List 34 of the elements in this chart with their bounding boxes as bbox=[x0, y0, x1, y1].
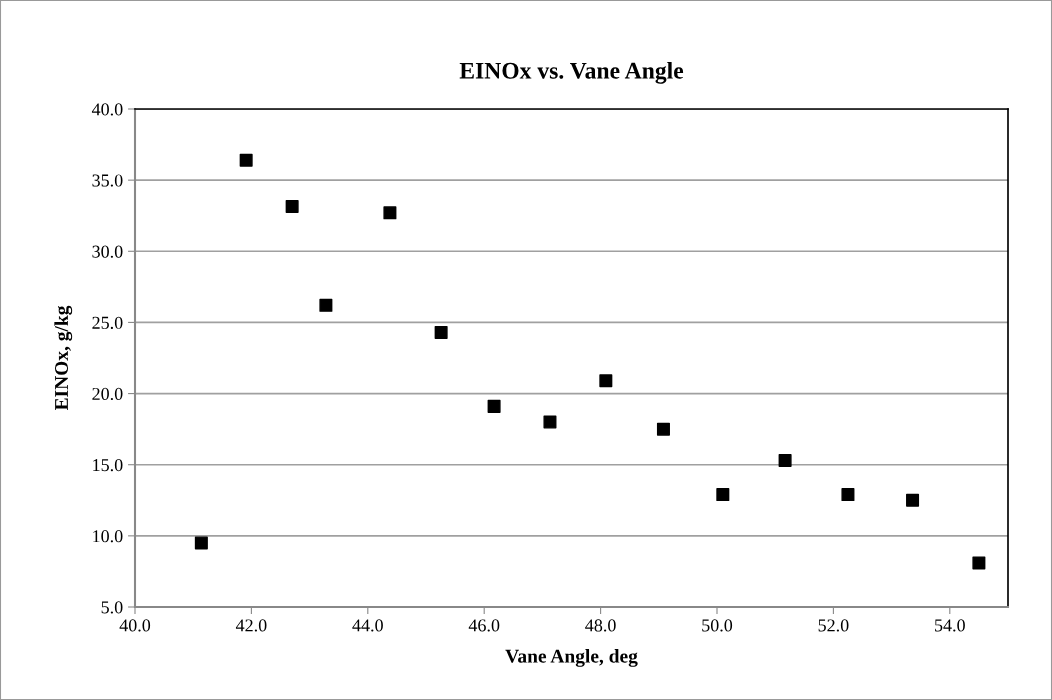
point bbox=[383, 206, 397, 220]
point bbox=[194, 536, 208, 550]
point bbox=[716, 488, 730, 502]
point bbox=[841, 488, 855, 502]
y-tick-label: 10.0 bbox=[93, 530, 123, 543]
point bbox=[778, 453, 792, 467]
x-tick-label: 46.0 bbox=[468, 619, 500, 632]
x-tick-label: 48.0 bbox=[585, 619, 616, 632]
x-tick-label: 50.0 bbox=[702, 619, 733, 632]
chart-title: EINOx vs. Vane Angle bbox=[459, 62, 684, 84]
x-tick-label: 54.0 bbox=[935, 619, 965, 632]
point bbox=[656, 422, 670, 436]
x-axis-title: Vane Angle, deg bbox=[505, 649, 638, 667]
y-tick-label: 25.0 bbox=[92, 316, 123, 329]
point bbox=[972, 556, 986, 570]
y-tick-label: 30.0 bbox=[92, 245, 123, 258]
point bbox=[285, 199, 299, 213]
x-tick-label: 52.0 bbox=[818, 619, 849, 632]
point bbox=[487, 399, 501, 413]
y-tick-label: 20.0 bbox=[92, 387, 123, 401]
point bbox=[239, 153, 253, 167]
y-tick-label: 35.0 bbox=[92, 174, 123, 187]
y-tick-label: 15.0 bbox=[93, 458, 123, 472]
y-tick-label: 40.0 bbox=[91, 103, 123, 116]
point bbox=[906, 493, 920, 507]
point bbox=[599, 374, 613, 388]
y-tick-label: 5.0 bbox=[101, 601, 123, 614]
point bbox=[319, 298, 333, 312]
point bbox=[543, 415, 557, 429]
x-tick-label: 44.0 bbox=[352, 619, 383, 632]
x-tick-label: 40.0 bbox=[119, 619, 151, 632]
point bbox=[434, 325, 448, 339]
y-axis-title: EINOx, g/kg bbox=[54, 305, 73, 411]
x-tick-label: 42.0 bbox=[235, 619, 267, 632]
